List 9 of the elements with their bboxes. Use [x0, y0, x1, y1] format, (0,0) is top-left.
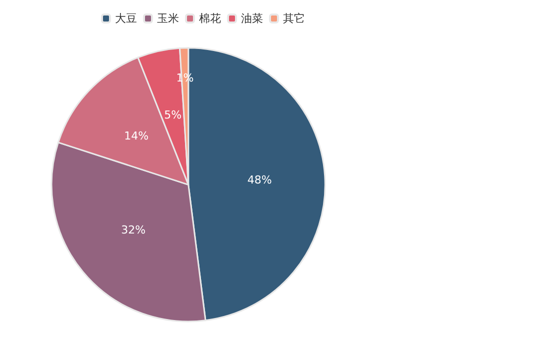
legend-label: 油菜: [241, 12, 263, 25]
legend-label: 大豆: [115, 12, 137, 25]
legend-label: 棉花: [199, 12, 221, 25]
legend-label: 玉米: [157, 12, 179, 25]
data-label: 5%: [164, 108, 182, 122]
legend-label: 其它: [283, 12, 305, 25]
data-label: 14%: [124, 129, 149, 142]
data-label: 32%: [121, 224, 146, 237]
data-label: 48%: [247, 174, 272, 187]
